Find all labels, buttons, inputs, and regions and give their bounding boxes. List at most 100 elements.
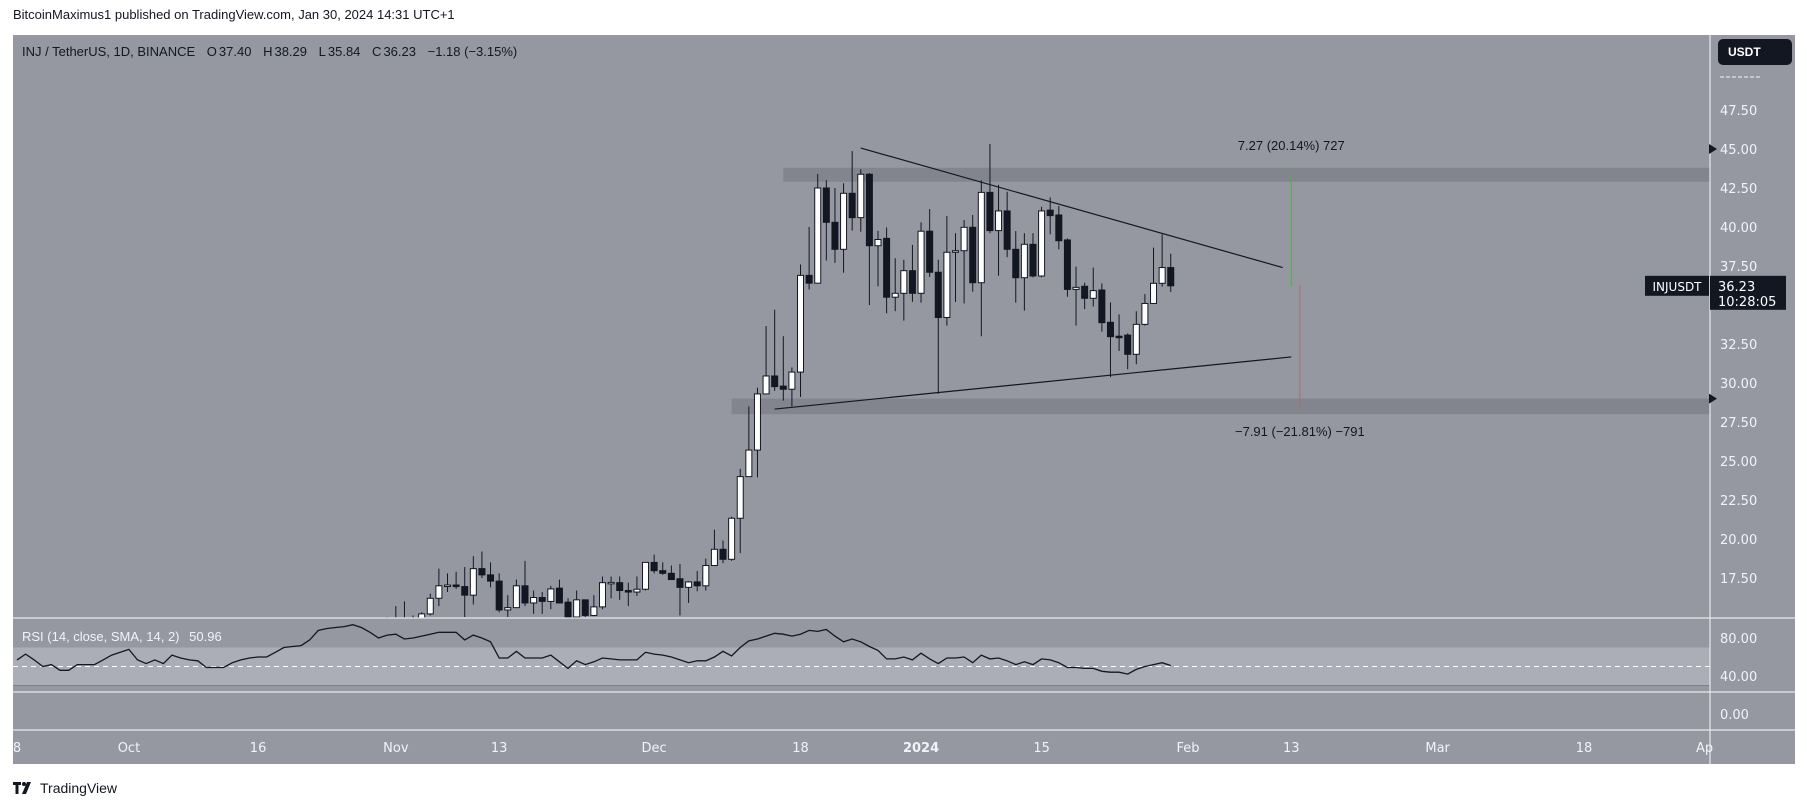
candle-up <box>633 588 641 593</box>
candle-up <box>874 238 882 247</box>
rsi-label: RSI (14, close, SMA, 14, 2) <box>22 629 180 644</box>
candle-down <box>487 574 495 582</box>
candle-up <box>857 173 865 219</box>
candle-up <box>607 581 615 585</box>
candle-up <box>590 606 598 616</box>
candle-up <box>977 191 985 284</box>
candle-up <box>840 192 848 250</box>
candle-up <box>530 597 538 604</box>
candle-down <box>581 599 589 616</box>
publish-info: BitcoinMaximus1 published on TradingView… <box>13 7 455 22</box>
candle-up <box>951 250 959 253</box>
rsi-tick-label: 80.00 <box>1720 632 1757 647</box>
time-tick-label: 15 <box>1033 741 1050 756</box>
trendline <box>774 356 1292 410</box>
price-tick-label: 30.00 <box>1720 377 1757 392</box>
candle-up <box>1158 267 1166 284</box>
candle-down <box>969 226 977 284</box>
candle-down <box>650 561 658 572</box>
rsi-line <box>16 624 1171 675</box>
last-price-tag <box>1710 275 1786 310</box>
candle-up <box>1020 243 1028 279</box>
time-tick-label: Feb <box>1176 741 1199 756</box>
candle-up <box>1150 282 1158 304</box>
candle-up <box>469 568 477 596</box>
candle-down <box>676 578 684 588</box>
time-tick-label: Mar <box>1425 741 1450 756</box>
candle-down <box>538 597 546 602</box>
candle-up <box>393 623 399 628</box>
close-value: 36.23 <box>383 44 416 59</box>
time-tick-label: 8 <box>13 741 21 756</box>
candle-down <box>521 585 529 604</box>
candle-down <box>926 230 934 273</box>
close-label: C <box>372 44 382 59</box>
symbol-name: INJ / TetherUS, 1D, BINANCE <box>22 44 196 59</box>
candle-up <box>1141 302 1149 325</box>
candle-down <box>883 237 891 298</box>
candle-up <box>573 599 581 618</box>
candle-down <box>1106 321 1114 338</box>
candle-up <box>410 619 416 622</box>
candle-up <box>762 375 770 395</box>
candle-down <box>1115 335 1123 339</box>
candle-down <box>659 570 667 574</box>
time-tick-label: Dec <box>642 741 667 756</box>
candle-down <box>1012 248 1020 279</box>
time-tick-label: 13 <box>1283 741 1300 756</box>
candle-up <box>797 274 805 373</box>
axes-layer: 47.50 45.00 42.50 40.00 37.50 32.50 30.00 27.50… <box>13 35 1795 764</box>
candle-up <box>598 582 606 608</box>
candle-down <box>564 601 572 618</box>
change-value: −1.18 (−3.15%) <box>427 44 518 59</box>
candle-up <box>444 584 451 588</box>
candle-up <box>745 449 753 478</box>
candles-layer <box>384 144 1175 628</box>
open-label: O <box>206 44 217 59</box>
price-tick-label: 20.00 <box>1720 533 1757 548</box>
candle-down <box>848 192 856 219</box>
rsi-value: 50.96 <box>189 629 222 644</box>
candle-down <box>478 568 486 576</box>
candle-down <box>1124 334 1132 355</box>
drawings-layer: 7.27 (20.14%) 727 −7.91 (−21.81%) −791 <box>774 138 1365 439</box>
trendline <box>860 147 1283 269</box>
candle-up <box>512 585 520 609</box>
candle-up <box>1089 290 1097 299</box>
time-tick-label: Ap <box>1696 741 1713 756</box>
rsi-legend: RSI (14, close, SMA, 14, 2) 50.96 <box>22 629 222 644</box>
candle-up <box>891 292 899 298</box>
low-label: L <box>318 44 326 59</box>
candle-down <box>384 625 390 628</box>
candle-down <box>831 221 839 250</box>
price-tick-label: 42.50 <box>1720 182 1757 197</box>
low-value: 35.84 <box>327 44 361 59</box>
currency-button[interactable]: USDT <box>1718 39 1792 65</box>
candle-down <box>1046 209 1054 217</box>
price-tick-label: 22.50 <box>1720 494 1757 509</box>
candle-up <box>917 230 925 294</box>
open-value: 37.40 <box>218 44 252 59</box>
candle-down <box>1055 214 1063 242</box>
candle-down <box>805 274 813 284</box>
candle-down <box>908 270 916 294</box>
price-zone <box>731 398 1710 415</box>
candle-up <box>900 270 908 294</box>
candle-down <box>1098 289 1106 324</box>
price-tick-label: 40.00 <box>1720 221 1757 236</box>
candle-down <box>986 191 994 232</box>
candle-up <box>401 622 407 624</box>
tradingview-logo[interactable]: TradingView <box>13 780 117 796</box>
candle-down <box>771 375 779 388</box>
candle-up <box>736 476 744 519</box>
measure-label: −7.91 (−21.81%) −791 <box>1235 424 1365 439</box>
candle-up <box>814 187 822 284</box>
candle-down <box>616 582 624 591</box>
candle-down <box>461 586 469 596</box>
candle-down <box>719 548 727 560</box>
high-value: 38.29 <box>274 44 308 59</box>
price-tick-label: 37.50 <box>1720 260 1757 275</box>
symbol-legend: INJ / TetherUS, 1D, BINANCE O 37.40 H 38.2… <box>22 44 519 59</box>
candle-up <box>1038 210 1046 277</box>
